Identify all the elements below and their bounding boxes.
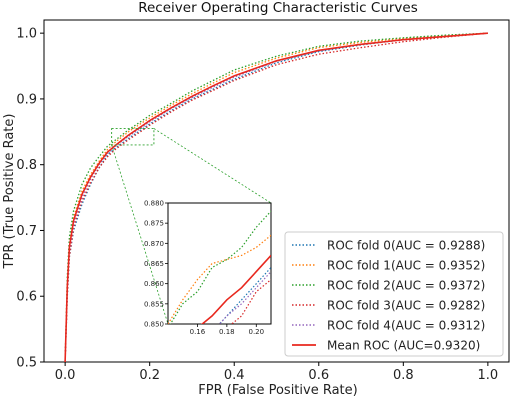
roc-series-line-5 [64, 32, 488, 363]
y-tick-label: 0.5 [16, 356, 37, 371]
y-axis-label: TPR (True Positive Rate) [2, 114, 17, 270]
inset-series-group [168, 210, 271, 324]
inset-plot: 0.16 0.18 0.20 0.8500.8550.8600.8650.8700.… [144, 200, 272, 336]
x-axis-label: FPR (False Positive Rate) [198, 383, 357, 398]
zoom-region-box [111, 128, 155, 146]
inset-series-line-1 [168, 234, 271, 324]
y-axis-ticks: 0.5 0.6 0.7 0.8 0.9 1.0 [16, 27, 44, 371]
main-plot-area: 0.0 0.2 0.4 0.6 0.8 1.0 0.5 0.6 0.7 0.8 0.9 1.0 [16, 19, 510, 383]
inset-y-ticks: 0.850 0.855 0.860 0.865 0.870 0.875 0.880 [144, 200, 168, 329]
inset-y-tick-label: 0.870 [144, 240, 164, 248]
zoom-indicator [111, 128, 272, 325]
y-tick-label: 0.6 [16, 290, 37, 305]
inset-x-ticks: 0.16 0.18 0.20 [190, 324, 264, 336]
inset-y-tick-label: 0.850 [144, 321, 164, 329]
y-tick-label: 1.0 [16, 27, 37, 42]
inset-y-tick-label: 0.855 [144, 300, 164, 308]
inset-y-tick-label: 0.860 [144, 280, 164, 288]
main-series-group [64, 32, 488, 363]
legend-items: ROC fold 0(AUC = 0.9288) ROC fold 1(AUC =… [292, 239, 485, 353]
legend-label-4: ROC fold 4(AUC = 0.9312) [327, 319, 485, 333]
inset-series-line-0 [218, 267, 271, 324]
zoom-connector-line [153, 128, 272, 204]
legend-label-2: ROC fold 2(AUC = 0.9372) [327, 279, 485, 293]
roc-series-line-1 [64, 32, 488, 363]
x-tick-label: 1.0 [478, 368, 499, 383]
legend-label-3: ROC fold 3(AUC = 0.9282) [327, 299, 485, 313]
roc-series-line-3 [64, 32, 488, 363]
roc-series-line-2 [64, 32, 488, 363]
x-tick-label: 0.2 [139, 368, 160, 383]
x-tick-label: 0.6 [308, 368, 329, 383]
zoom-connector-line [111, 144, 169, 325]
y-tick-label: 0.8 [16, 158, 37, 173]
legend: ROC fold 0(AUC = 0.9288) ROC fold 1(AUC =… [284, 231, 504, 357]
inset-y-tick-label: 0.875 [144, 220, 164, 228]
inset-x-tick-label: 0.20 [248, 328, 264, 336]
inset-series-line-3 [230, 279, 271, 324]
x-tick-label: 0.8 [393, 368, 414, 383]
legend-label-0: ROC fold 0(AUC = 0.9288) [327, 239, 485, 253]
x-tick-label: 0.0 [55, 368, 76, 383]
chart-title: Receiver Operating Characteristic Curves [138, 0, 418, 16]
inset-series-line-5 [201, 254, 271, 324]
roc-series-line-0 [64, 32, 488, 363]
legend-label-5: Mean ROC (AUC=0.9320) [327, 339, 480, 353]
plot-frame [43, 19, 510, 363]
inset-x-tick-label: 0.16 [190, 328, 206, 336]
y-tick-label: 0.9 [16, 92, 37, 107]
inset-y-tick-label: 0.880 [144, 200, 164, 208]
inset-series-line-2 [169, 210, 271, 324]
y-tick-label: 0.7 [16, 224, 37, 239]
inset-x-tick-label: 0.18 [219, 328, 235, 336]
legend-label-1: ROC fold 1(AUC = 0.9352) [327, 259, 485, 273]
x-tick-label: 0.4 [224, 368, 245, 383]
legend-box [284, 231, 504, 357]
x-axis-ticks: 0.0 0.2 0.4 0.6 0.8 1.0 [55, 362, 498, 383]
inset-y-tick-label: 0.865 [144, 260, 164, 268]
